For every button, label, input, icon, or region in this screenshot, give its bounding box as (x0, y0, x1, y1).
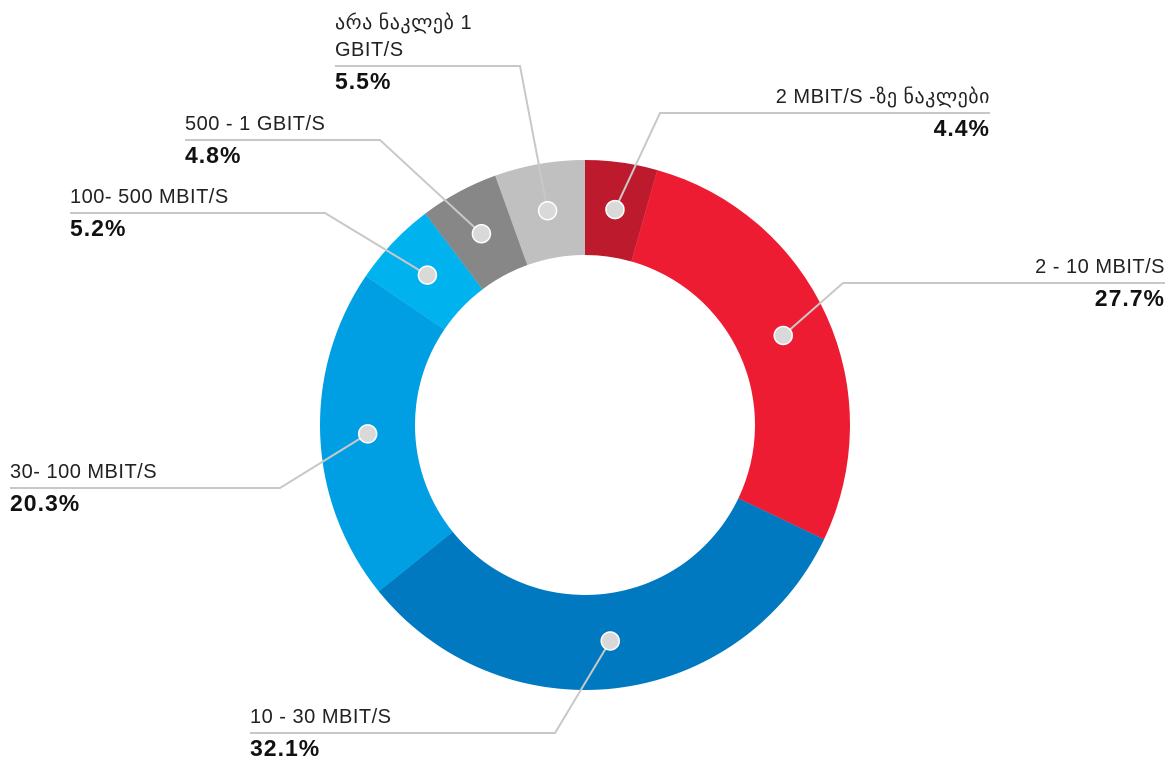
value-label: 4.8% (185, 142, 242, 168)
label-dot (417, 265, 438, 285)
donut-slice (320, 276, 453, 592)
leader-line (250, 640, 612, 734)
label-dot (537, 200, 558, 221)
slice-label: 30- 100 MBIT/S (10, 461, 158, 483)
leader-line (185, 139, 483, 235)
slice-label: 2 MBIT/S -ზე ნაკლები (775, 86, 990, 108)
value-label: 20.3% (10, 490, 81, 516)
label-dot (773, 325, 793, 346)
value-label: 5.5% (335, 68, 392, 94)
slice-label: 2 - 10 MBIT/S (1035, 256, 1165, 278)
label-dot (600, 631, 620, 651)
label-dot (605, 199, 625, 220)
donut-slice (631, 170, 851, 540)
slice-label: 100- 500 MBIT/S (70, 186, 229, 208)
slice-label: არა ნაკლებ 1 GBIT/S (335, 12, 473, 61)
leader-line (10, 433, 369, 489)
slice-label: 10 - 30 MBIT/S (250, 706, 392, 728)
leader-line (70, 212, 428, 276)
slice-label: 500 - 1 GBIT/S (185, 113, 326, 135)
label-dot (357, 424, 378, 444)
leader-line (335, 65, 549, 211)
value-label: 4.4% (933, 115, 990, 141)
value-label: 5.2% (70, 215, 127, 241)
leader-line (782, 282, 1165, 337)
donut-slice (378, 498, 825, 690)
leader-line (614, 112, 990, 210)
value-label: 27.7% (1094, 285, 1165, 311)
label-dot (471, 223, 492, 244)
value-label: 32.1% (250, 735, 321, 761)
